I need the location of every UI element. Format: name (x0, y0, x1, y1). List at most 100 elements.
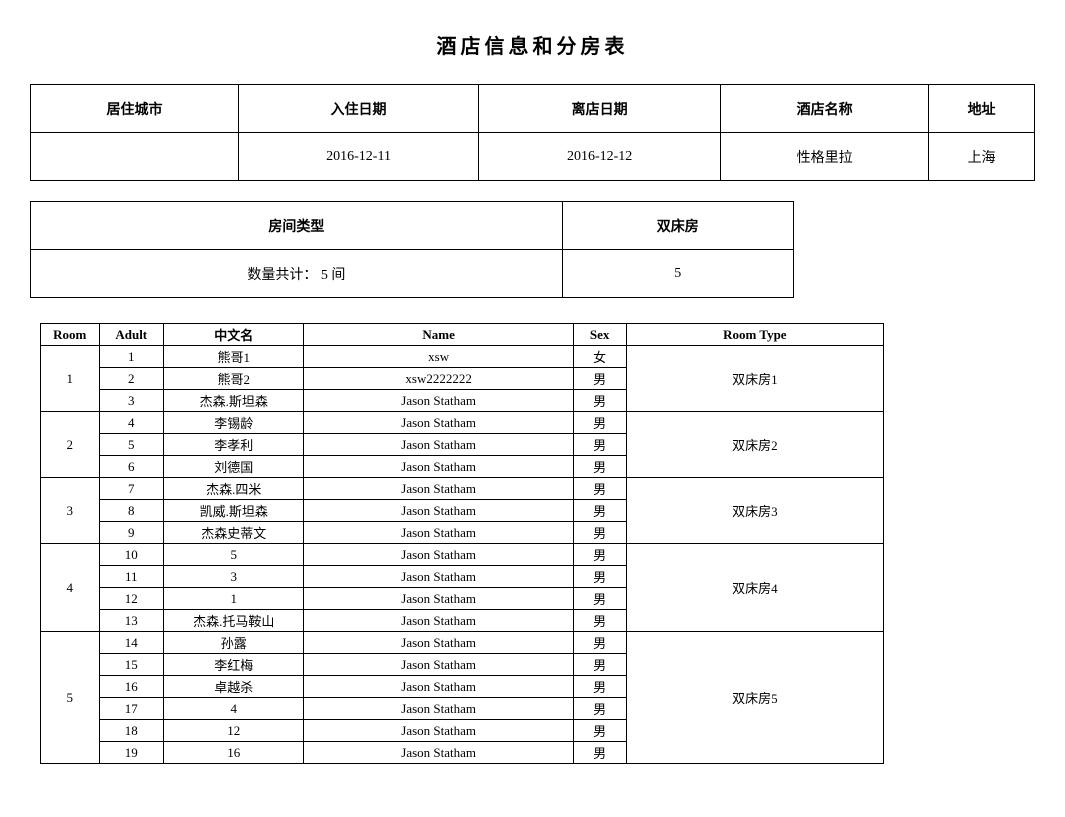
cell-room-type: 双床房4 (626, 544, 884, 632)
cell-sex: 男 (573, 434, 626, 456)
cell-name: Jason Statham (304, 676, 573, 698)
hotel-info-table: 居住城市 入住日期 离店日期 酒店名称 地址 2016-12-11 2016-1… (30, 84, 1035, 181)
cell-city (31, 133, 239, 181)
header-checkout: 离店日期 (479, 85, 721, 133)
header-name: Name (304, 324, 573, 346)
cell-sex: 女 (573, 346, 626, 368)
cell-name: Jason Statham (304, 566, 573, 588)
cell-name: Jason Statham (304, 456, 573, 478)
cell-name: Jason Statham (304, 610, 573, 632)
cell-sex: 男 (573, 742, 626, 764)
cell-sex: 男 (573, 698, 626, 720)
cell-sex: 男 (573, 632, 626, 654)
cell-room: 3 (41, 478, 100, 544)
table-row: 24李锡龄Jason Statham男双床房2 (41, 412, 884, 434)
cell-sex: 男 (573, 676, 626, 698)
cell-checkout: 2016-12-12 (479, 133, 721, 181)
header-checkin: 入住日期 (238, 85, 478, 133)
cell-sex: 男 (573, 478, 626, 500)
table-row: 11熊哥1xsw女双床房1 (41, 346, 884, 368)
cell-cn-name: 李锡龄 (163, 412, 304, 434)
cell-adult: 3 (99, 390, 163, 412)
cell-cn-name: 熊哥1 (163, 346, 304, 368)
cell-sex: 男 (573, 566, 626, 588)
cell-sex: 男 (573, 390, 626, 412)
cell-name: Jason Statham (304, 698, 573, 720)
cell-name: Jason Statham (304, 632, 573, 654)
cell-cn-name: 杰森.斯坦森 (163, 390, 304, 412)
cell-adult: 2 (99, 368, 163, 390)
cell-cn-name: 卓越杀 (163, 676, 304, 698)
cell-cn-name: 李红梅 (163, 654, 304, 676)
cell-room-type: 双床房5 (626, 632, 884, 764)
cell-adult: 19 (99, 742, 163, 764)
cell-name: Jason Statham (304, 522, 573, 544)
cell-adult: 18 (99, 720, 163, 742)
cell-adult: 7 (99, 478, 163, 500)
cell-adult: 13 (99, 610, 163, 632)
cell-name: Jason Statham (304, 544, 573, 566)
cell-cn-name: 5 (163, 544, 304, 566)
cell-name: Jason Statham (304, 742, 573, 764)
cell-cn-name: 刘德国 (163, 456, 304, 478)
cell-adult: 14 (99, 632, 163, 654)
cell-adult: 17 (99, 698, 163, 720)
cell-sex: 男 (573, 500, 626, 522)
cell-cn-name: 杰森.四米 (163, 478, 304, 500)
cell-name: Jason Statham (304, 412, 573, 434)
cell-cn-name: 熊哥2 (163, 368, 304, 390)
cell-adult: 15 (99, 654, 163, 676)
cell-adult: 5 (99, 434, 163, 456)
table-row: 数量共计： 5 间 5 (31, 250, 794, 298)
cell-total-count: 数量共计： 5 间 (31, 250, 563, 298)
cell-adult: 10 (99, 544, 163, 566)
cell-adult: 16 (99, 676, 163, 698)
cell-sex: 男 (573, 720, 626, 742)
cell-cn-name: 4 (163, 698, 304, 720)
cell-room: 2 (41, 412, 100, 478)
cell-adult: 6 (99, 456, 163, 478)
cell-address: 上海 (929, 133, 1035, 181)
cell-adult: 8 (99, 500, 163, 522)
cell-cn-name: 3 (163, 566, 304, 588)
cell-checkin: 2016-12-11 (238, 133, 478, 181)
cell-sex: 男 (573, 456, 626, 478)
cell-adult: 12 (99, 588, 163, 610)
page-title: 酒店信息和分房表 (30, 30, 1035, 59)
cell-cn-name: 杰森史蒂文 (163, 522, 304, 544)
cell-sex: 男 (573, 654, 626, 676)
cell-sex: 男 (573, 368, 626, 390)
cell-cn-name: 12 (163, 720, 304, 742)
table-row: 514孙露Jason Statham男双床房5 (41, 632, 884, 654)
cell-room: 5 (41, 632, 100, 764)
cell-cn-name: 孙露 (163, 632, 304, 654)
cell-sex: 男 (573, 544, 626, 566)
cell-name: Jason Statham (304, 434, 573, 456)
room-type-summary-table: 房间类型 双床房 数量共计： 5 间 5 (30, 201, 794, 298)
cell-sex: 男 (573, 588, 626, 610)
cell-name: Jason Statham (304, 390, 573, 412)
cell-twin-count: 5 (562, 250, 793, 298)
cell-name: xsw (304, 346, 573, 368)
header-hotel-name: 酒店名称 (721, 85, 929, 133)
cell-name: Jason Statham (304, 588, 573, 610)
cell-name: Jason Statham (304, 500, 573, 522)
cell-cn-name: 凯威.斯坦森 (163, 500, 304, 522)
cell-adult: 9 (99, 522, 163, 544)
cell-adult: 1 (99, 346, 163, 368)
cell-room-type: 双床房1 (626, 346, 884, 412)
cell-name: Jason Statham (304, 654, 573, 676)
cell-name: Jason Statham (304, 478, 573, 500)
header-city: 居住城市 (31, 85, 239, 133)
cell-cn-name: 16 (163, 742, 304, 764)
room-assignment-table: Room Adult 中文名 Name Sex Room Type 11熊哥1x… (40, 323, 884, 764)
cell-adult: 4 (99, 412, 163, 434)
cell-cn-name: 杰森.托马鞍山 (163, 610, 304, 632)
header-twin-room: 双床房 (562, 202, 793, 250)
cell-room: 1 (41, 346, 100, 412)
header-sex: Sex (573, 324, 626, 346)
cell-hotel-name: 性格里拉 (721, 133, 929, 181)
cell-adult: 11 (99, 566, 163, 588)
cell-sex: 男 (573, 412, 626, 434)
cell-cn-name: 1 (163, 588, 304, 610)
